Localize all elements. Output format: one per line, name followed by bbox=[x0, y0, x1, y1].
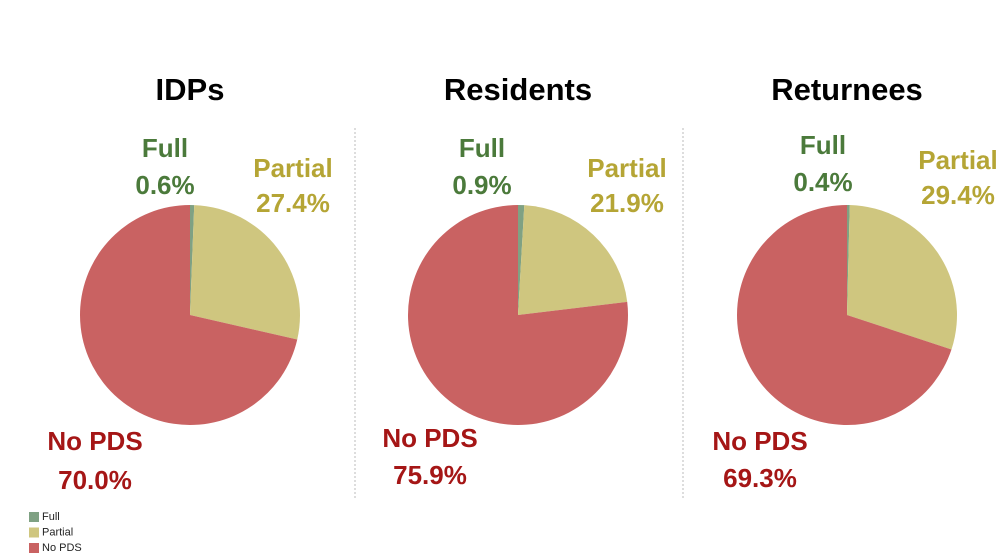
legend-swatch bbox=[29, 543, 39, 553]
pie-slice bbox=[736, 205, 952, 425]
slice-value: 27.4% bbox=[256, 188, 330, 218]
chart-title: IDPs bbox=[156, 72, 225, 107]
slice-name: Full bbox=[800, 130, 846, 160]
pie-slice bbox=[518, 205, 628, 315]
slice-name: Partial bbox=[253, 153, 333, 183]
slice-name: No PDS bbox=[712, 426, 807, 456]
pie-slice bbox=[190, 205, 300, 340]
pie-slice bbox=[79, 205, 298, 425]
slice-value: 0.9% bbox=[452, 170, 511, 200]
pie-slice bbox=[518, 205, 525, 315]
legend-label: No PDS bbox=[42, 542, 82, 554]
legend-swatch bbox=[29, 512, 39, 522]
slice-name: Partial bbox=[918, 145, 998, 175]
slice-value: 29.4% bbox=[921, 180, 995, 210]
slice-value: 21.9% bbox=[590, 188, 664, 218]
slice-name: Full bbox=[459, 133, 505, 163]
pie-slice bbox=[847, 205, 850, 315]
pie-slice bbox=[847, 205, 958, 350]
legend-label: Full bbox=[42, 511, 60, 523]
chart-title: Returnees bbox=[771, 72, 923, 107]
pie-slice bbox=[408, 205, 628, 425]
slice-name: Partial bbox=[587, 153, 667, 183]
slice-name: Full bbox=[142, 133, 188, 163]
slice-value: 0.6% bbox=[135, 170, 194, 200]
pie-slice bbox=[190, 205, 195, 315]
slice-value: 70.0% bbox=[58, 465, 132, 495]
slice-name: No PDS bbox=[47, 426, 142, 456]
slice-value: 75.9% bbox=[393, 460, 467, 490]
legend-swatch bbox=[29, 527, 39, 538]
chart-title: Residents bbox=[444, 72, 592, 107]
slice-name: No PDS bbox=[382, 423, 477, 453]
legend-label: Partial bbox=[42, 526, 73, 538]
slice-value: 0.4% bbox=[793, 167, 852, 197]
slice-value: 69.3% bbox=[723, 463, 797, 493]
